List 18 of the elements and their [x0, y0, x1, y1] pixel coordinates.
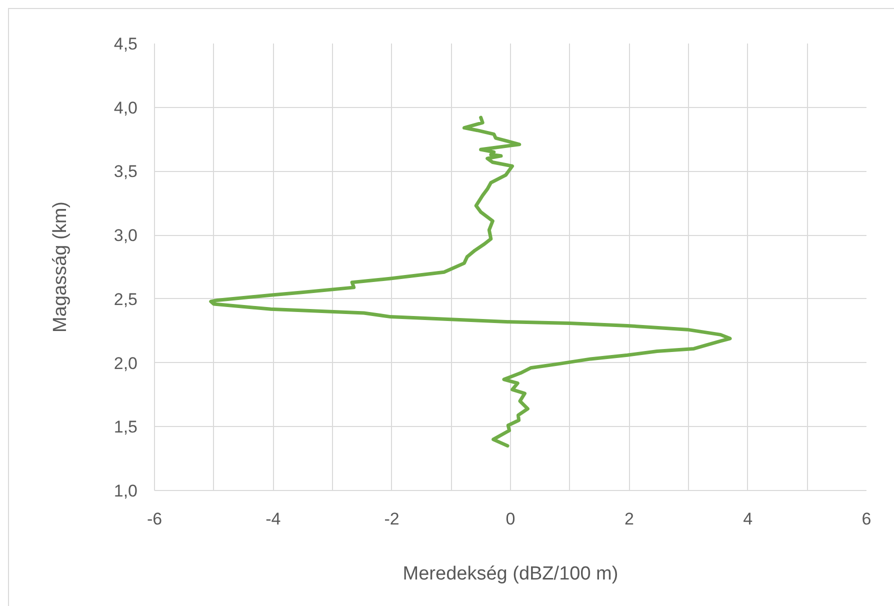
y-tick-label: 1,5 — [114, 418, 138, 437]
y-tick-label: 4,0 — [114, 98, 138, 118]
y-tick-label: 2,5 — [114, 290, 138, 309]
x-tick-label: 2 — [624, 510, 634, 528]
y-tick-label: 4,5 — [114, 34, 138, 54]
line-series — [209, 116, 732, 448]
y-tick-label: 2,0 — [114, 354, 138, 373]
y-axis-title: Magasság (km) — [50, 202, 71, 332]
x-tick-label: 0 — [506, 510, 516, 528]
y-tick-label: 1,0 — [114, 482, 138, 500]
x-axis-title: Meredekség (dBZ/100 m) — [402, 564, 618, 584]
x-tick-label: -6 — [146, 510, 162, 528]
x-tick-label: -4 — [266, 510, 281, 528]
x-tick-label: 6 — [862, 510, 872, 528]
x-tick-label: -2 — [384, 510, 400, 528]
x-tick-label: 4 — [743, 510, 753, 528]
y-tick-label: 3,0 — [114, 226, 138, 246]
y-tick-label: 3,5 — [114, 162, 138, 182]
